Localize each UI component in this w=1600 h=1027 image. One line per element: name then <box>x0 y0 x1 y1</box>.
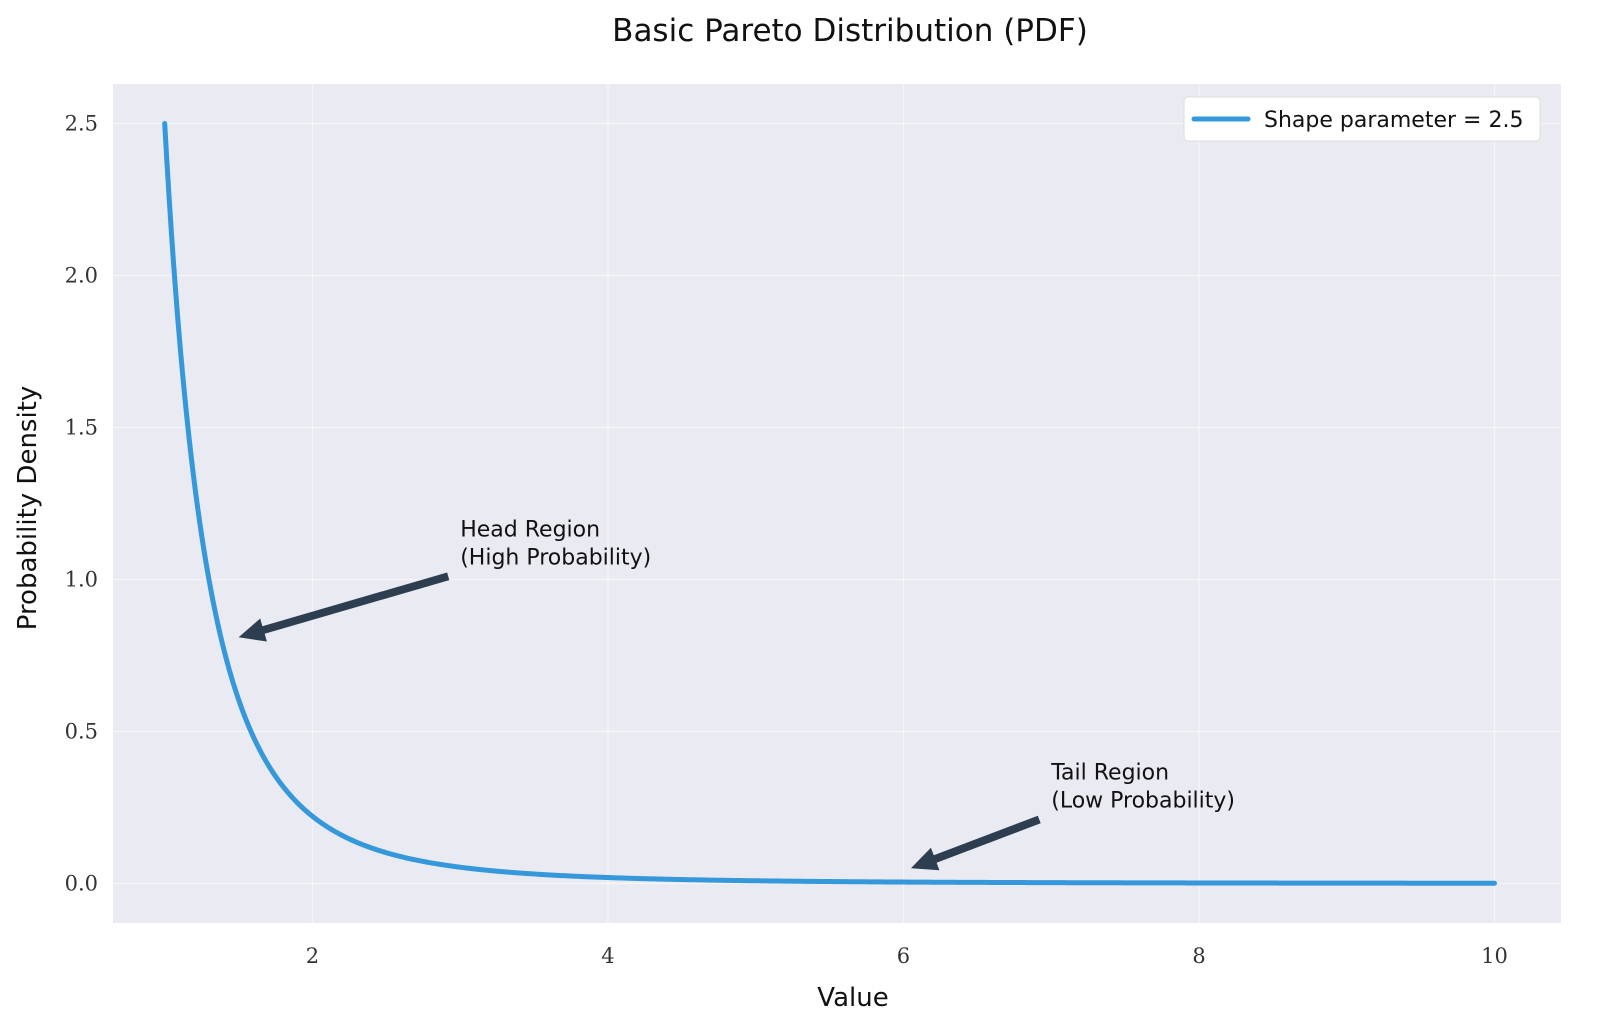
annotation-text: Tail Region <box>1050 760 1169 785</box>
y-tick-label: 1.5 <box>65 416 98 440</box>
annotation-text: (Low Probability) <box>1051 788 1235 813</box>
annotation-text: Head Region <box>460 517 600 542</box>
chart-title: Basic Pareto Distribution (PDF) <box>612 13 1088 49</box>
annotation-arrow <box>238 572 450 642</box>
y-axis-label: Probability Density <box>13 386 43 631</box>
y-tick-label: 2.5 <box>65 112 98 136</box>
legend: Shape parameter = 2.5 <box>1183 96 1541 142</box>
pareto-pdf-line <box>162 121 1498 886</box>
plot-area <box>113 84 1561 923</box>
annotations: Head Region (High Probability) Tail Region… <box>238 517 1235 871</box>
legend-label: Shape parameter = 2.5 <box>1264 108 1523 133</box>
y-tick-label: 0.0 <box>65 871 98 895</box>
annotation-text: (High Probability) <box>460 545 651 570</box>
x-tick-label: 2 <box>306 944 319 968</box>
annotation: Tail Region (Low Probability) <box>910 760 1235 871</box>
annotation: Head Region (High Probability) <box>238 517 651 642</box>
y-tick-label: 1.0 <box>65 567 98 591</box>
legend-box <box>1183 96 1541 142</box>
y-tick-label: 0.5 <box>65 719 98 743</box>
ticks: 2 4 6 8 10 0.0 0.5 1.0 1.5 2.0 2.5 <box>65 112 1508 968</box>
y-tick-label: 2.0 <box>65 264 98 288</box>
series-layer <box>162 121 1498 886</box>
x-tick-label: 10 <box>1481 944 1508 968</box>
x-axis-label: Value <box>817 983 888 1013</box>
x-tick-label: 4 <box>601 944 614 968</box>
x-tick-label: 8 <box>1192 944 1205 968</box>
x-tick-label: 6 <box>897 944 910 968</box>
annotation-arrow <box>910 815 1041 871</box>
